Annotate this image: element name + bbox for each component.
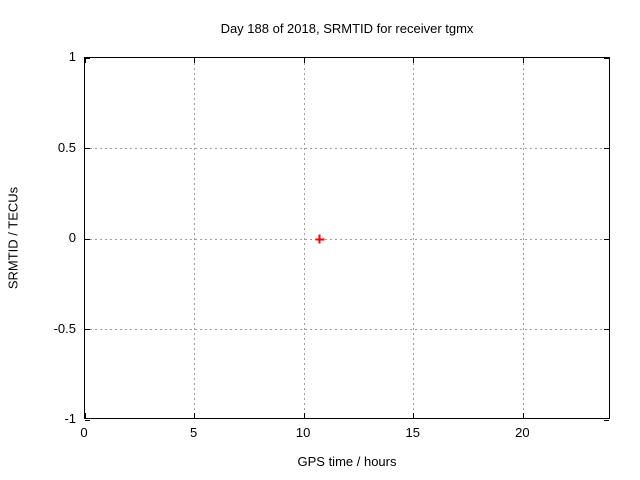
- gridline-horizontal: [85, 329, 609, 330]
- x-tick-mark-top: [84, 58, 86, 63]
- x-tick-mark-top: [413, 58, 415, 63]
- y-tick-mark: [85, 329, 90, 330]
- gridline-vertical: [413, 58, 415, 418]
- x-tick-mark-top: [194, 58, 196, 63]
- y-tick-mark: [85, 57, 90, 59]
- gridline-horizontal: [85, 148, 609, 149]
- gridline-vertical: [303, 58, 305, 418]
- y-tick-label: 0: [68, 230, 76, 245]
- y-tick-label: -1: [64, 411, 76, 426]
- y-axis-label: SRMTID / TECUs: [5, 186, 21, 290]
- gridline-horizontal: [85, 238, 609, 240]
- chart-title: Day 188 of 2018, SRMTID for receiver tgm…: [220, 21, 474, 36]
- x-tick-mark: [84, 413, 86, 418]
- x-tick-label: 5: [189, 425, 198, 440]
- data-point-marker: [315, 234, 324, 244]
- x-tick-mark: [303, 413, 305, 418]
- x-tick-label: 0: [80, 425, 88, 440]
- x-tick-mark: [194, 413, 196, 418]
- x-tick-label: 20: [515, 425, 530, 440]
- x-tick-label: 10: [295, 425, 311, 440]
- x-tick-label: 15: [405, 425, 420, 440]
- x-tick-mark-top: [522, 58, 524, 63]
- y-tick-mark-right: [604, 57, 609, 59]
- y-tick-mark-right: [604, 419, 609, 421]
- x-tick-mark-top: [303, 58, 305, 63]
- x-tick-mark: [522, 413, 524, 418]
- y-tick-label: 1: [68, 49, 76, 64]
- x-axis-label: GPS time / hours: [297, 454, 397, 469]
- marker-vbar: [318, 234, 321, 244]
- y-tick-mark: [85, 419, 90, 421]
- y-tick-mark: [85, 238, 90, 240]
- y-tick-mark-right: [604, 148, 609, 149]
- x-tick-mark: [413, 413, 415, 418]
- y-tick-label: -0.5: [53, 320, 76, 336]
- y-tick-mark: [85, 148, 90, 149]
- plot-area: [84, 57, 610, 421]
- y-tick-mark-right: [604, 329, 609, 330]
- y-tick-label: 0.5: [57, 139, 76, 155]
- gridline-vertical: [194, 58, 196, 418]
- y-tick-mark-right: [604, 238, 609, 240]
- gridline-vertical: [522, 58, 524, 418]
